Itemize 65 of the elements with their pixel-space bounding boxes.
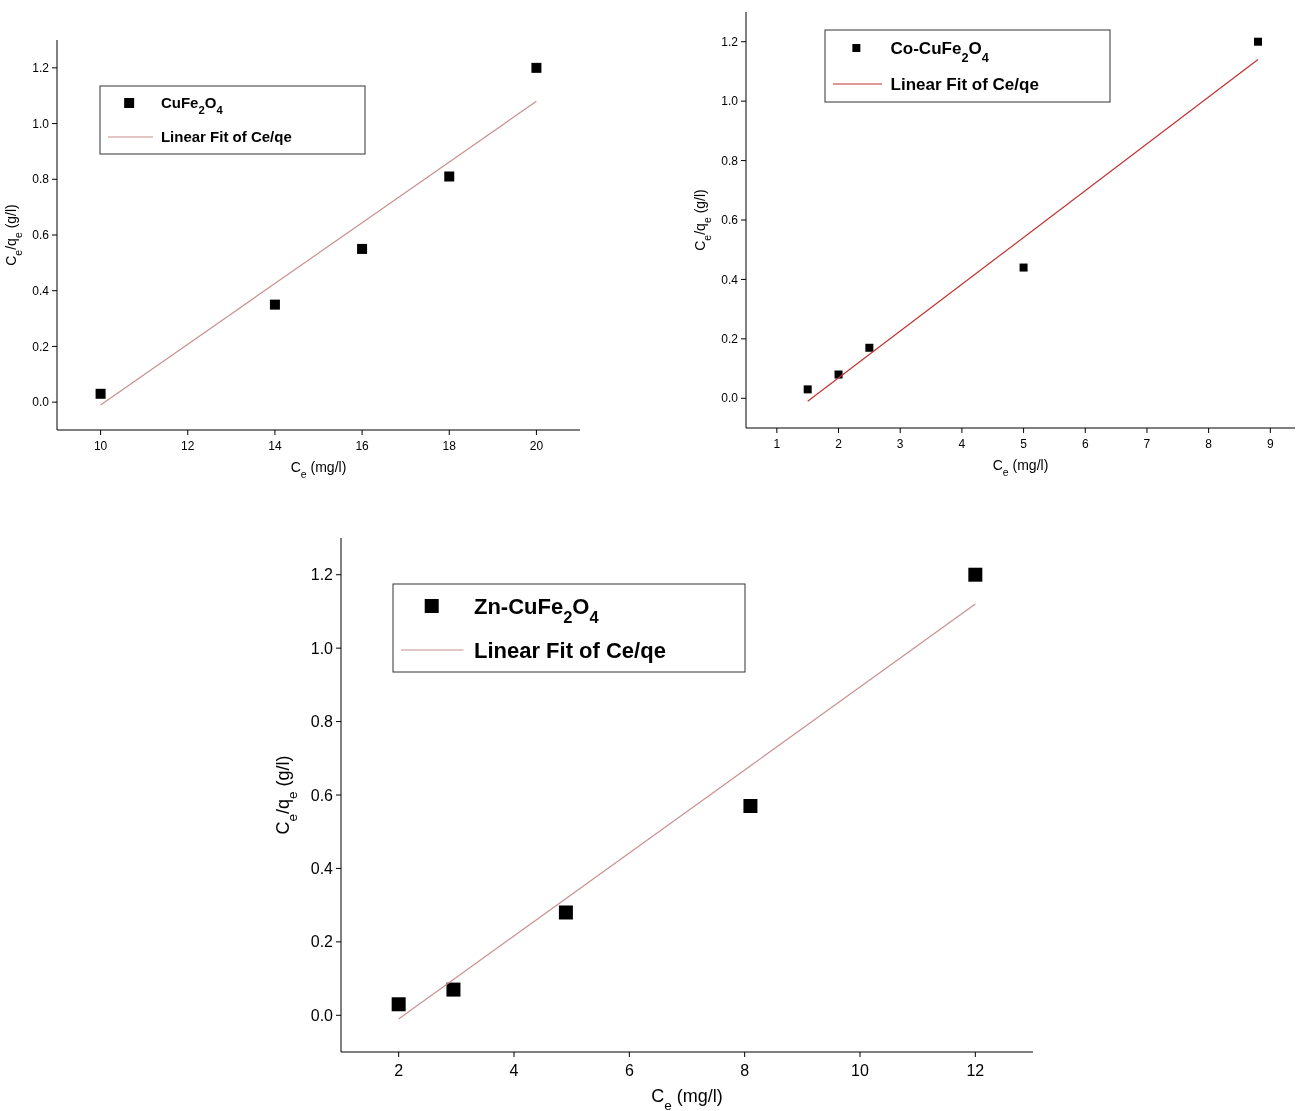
y-tick-label: 0.4 bbox=[32, 283, 50, 298]
x-tick-label: 10 bbox=[851, 1062, 869, 1079]
x-tick-label: 2 bbox=[835, 437, 843, 451]
y-tick-label: 1.0 bbox=[721, 94, 739, 109]
point bbox=[444, 171, 455, 182]
x-axis-title: C$_{e}$ (mg/l) bbox=[992, 457, 1049, 478]
point bbox=[558, 905, 573, 920]
x-tick-label: 5 bbox=[1020, 437, 1028, 451]
x-tick-label: 9 bbox=[1266, 437, 1274, 451]
x-tick-label: 8 bbox=[1205, 437, 1213, 451]
x-tick-label: 8 bbox=[740, 1062, 750, 1079]
point bbox=[357, 243, 368, 254]
y-tick-label: 0.4 bbox=[310, 860, 334, 878]
point bbox=[95, 388, 106, 399]
y-tick-label: 0.6 bbox=[32, 228, 50, 243]
y-tick-label: 1.2 bbox=[721, 34, 739, 49]
x-tick-label: 18 bbox=[442, 439, 457, 453]
x-tick-label: 1 bbox=[773, 437, 781, 451]
y-tick-label: 0.6 bbox=[310, 786, 334, 804]
x-tick-label: 10 bbox=[93, 439, 108, 453]
point bbox=[968, 567, 983, 582]
x-tick-label: 12 bbox=[181, 439, 195, 453]
legend-label: Linear Fit of Ce/qe bbox=[890, 74, 1039, 94]
y-tick-label: 0.6 bbox=[721, 213, 739, 228]
point bbox=[743, 799, 758, 814]
point bbox=[803, 385, 812, 394]
y-tick-label: 1.0 bbox=[32, 116, 50, 131]
y-tick-label: 0.0 bbox=[721, 391, 739, 406]
x-tick-label: 6 bbox=[1081, 437, 1089, 451]
x-axis-title: C$_{e}$ (mg/l) bbox=[651, 1086, 723, 1111]
x-axis-title: C$_{e}$ (mg/l) bbox=[290, 459, 347, 480]
legend-label: Zn-CuFe$_{2}$O$_{4}$ bbox=[473, 593, 600, 626]
point bbox=[531, 62, 542, 73]
point bbox=[1019, 263, 1028, 272]
legend-label: Linear Fit of Ce/qe bbox=[160, 128, 292, 146]
y-tick-label: 0.8 bbox=[721, 153, 739, 168]
point bbox=[865, 343, 874, 352]
x-tick-label: 2 bbox=[394, 1062, 404, 1079]
point bbox=[1253, 37, 1262, 46]
x-tick-label: 12 bbox=[966, 1062, 985, 1079]
y-tick-label: 1.2 bbox=[310, 566, 334, 584]
y-tick-label: 0.4 bbox=[721, 272, 739, 287]
y-tick-label: 1.2 bbox=[32, 61, 50, 76]
legend-label: CuFe$_{2}$O$_{4}$ bbox=[160, 94, 224, 117]
point bbox=[391, 997, 406, 1012]
x-tick-label: 6 bbox=[624, 1062, 634, 1079]
x-tick-label: 7 bbox=[1143, 437, 1151, 451]
y-tick-label: 0.0 bbox=[32, 395, 50, 410]
x-tick-label: 3 bbox=[896, 437, 904, 451]
legend-label: Linear Fit of Ce/qe bbox=[473, 637, 666, 663]
y-tick-label: 0.8 bbox=[310, 713, 334, 731]
x-tick-label: 20 bbox=[529, 439, 544, 453]
y-tick-label: 0.2 bbox=[32, 339, 50, 354]
y-tick-label: 0.0 bbox=[310, 1006, 334, 1024]
y-tick-label: 0.2 bbox=[721, 332, 739, 347]
point bbox=[269, 299, 280, 310]
point bbox=[446, 982, 461, 997]
y-tick-label: 1.0 bbox=[310, 639, 334, 657]
y-tick-label: 0.8 bbox=[32, 172, 50, 187]
legend-label: Co-CuFe$_{2}$O$_{4}$ bbox=[890, 38, 990, 65]
x-tick-label: 4 bbox=[509, 1062, 519, 1079]
x-tick-label: 16 bbox=[355, 439, 370, 453]
x-tick-label: 14 bbox=[268, 439, 282, 453]
x-tick-label: 4 bbox=[958, 437, 966, 451]
y-tick-label: 0.2 bbox=[310, 933, 334, 951]
